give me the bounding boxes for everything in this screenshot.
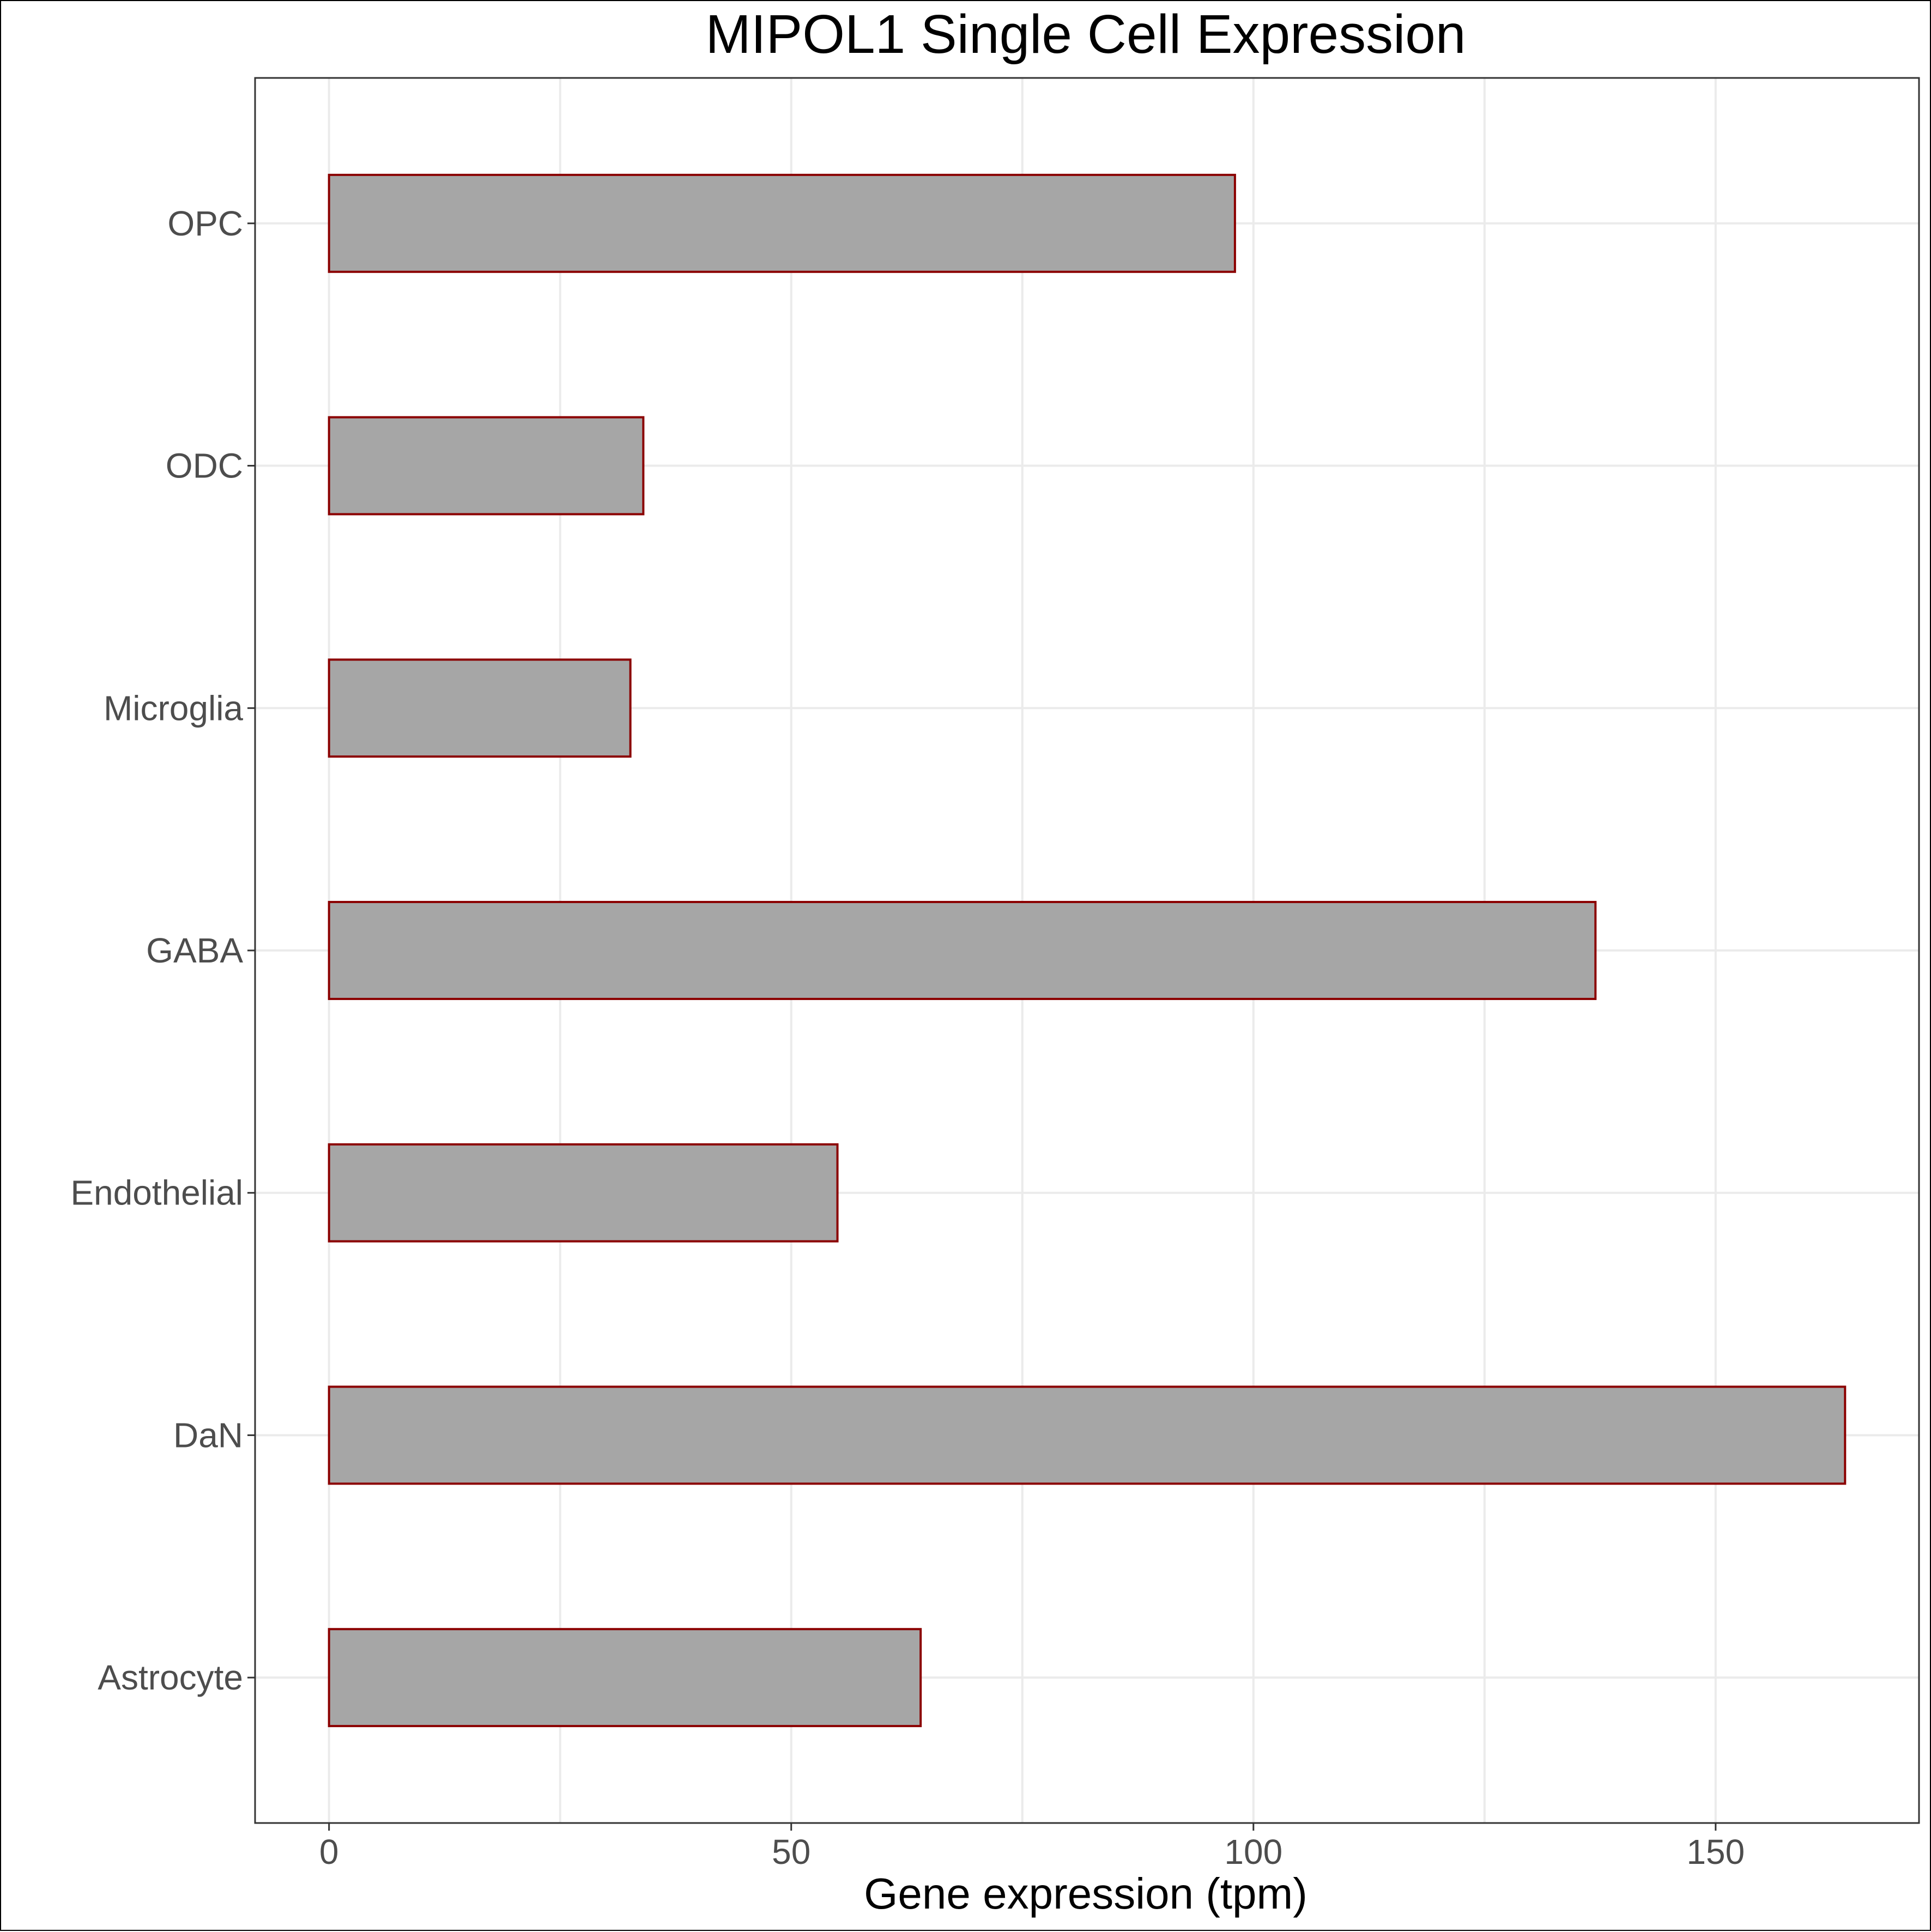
bar-astrocyte [328,1628,922,1728]
bar-opc [328,173,1236,273]
x-axis-title: Gene expression (tpm) [864,1869,1307,1918]
y-tick-label: Astrocyte [98,1658,243,1697]
chart-title: MIPOL1 Single Cell Expression [705,4,1466,65]
bar-microglia [328,658,632,758]
bar-endothelial [328,1143,839,1243]
x-tick-label: 50 [772,1832,810,1872]
bar-gaba [328,901,1597,1000]
y-tick-label: GABA [146,931,243,970]
y-tick-label: OPC [167,204,243,243]
x-tick-label: 100 [1224,1832,1282,1872]
x-tick-label: 150 [1686,1832,1745,1872]
y-tick-label: ODC [166,446,243,486]
bar-layer [328,173,1847,1728]
y-tick-label: Endothelial [70,1173,243,1213]
y-tick-label: Microglia [104,688,243,728]
y-tick-label: DaN [173,1415,243,1455]
bar-odc [328,416,645,516]
x-tick-label: 0 [319,1832,339,1872]
bar-dan [328,1385,1847,1485]
axis-layer: Astrocyte DaN Endothelial GABA Microglia ODC O… [70,204,1745,1872]
